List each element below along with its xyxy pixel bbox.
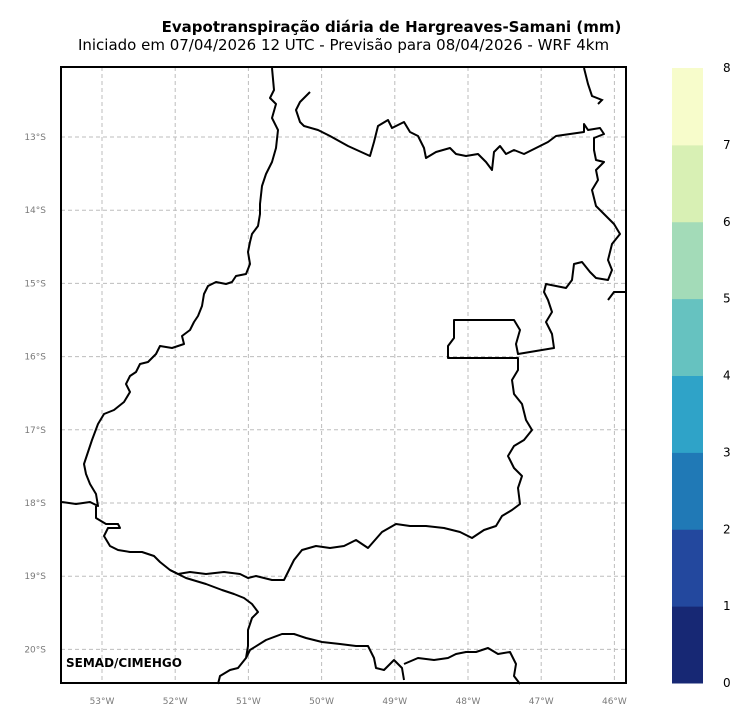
lon-label: 50°W bbox=[309, 697, 334, 707]
state-boundary-goias bbox=[61, 67, 279, 507]
latitude-labels: 13°S 14°S 15°S 16°S 17°S 18°S 19°S 20°S bbox=[24, 133, 46, 655]
colorbar bbox=[672, 68, 703, 684]
colorbar-labels: 0 1 2 3 4 5 6 7 8 bbox=[723, 61, 731, 690]
colorbar-tick-label: 6 bbox=[723, 215, 731, 229]
lat-label: 14°S bbox=[24, 206, 46, 216]
lat-label: 19°S bbox=[24, 572, 46, 582]
chart-title: Evapotranspiração diária de Hargreaves-S… bbox=[161, 18, 622, 36]
credit-label: SEMAD/CIMEHGO bbox=[66, 656, 182, 670]
colorbar-segment bbox=[672, 529, 703, 607]
lat-label: 20°S bbox=[24, 645, 46, 655]
lat-label: 17°S bbox=[24, 426, 46, 436]
state-boundary-east bbox=[583, 67, 626, 301]
colorbar-tick-label: 7 bbox=[723, 138, 731, 152]
lat-label: 15°S bbox=[24, 279, 46, 289]
colorbar-segment bbox=[672, 144, 703, 223]
longitude-labels: 53°W 52°W 51°W 50°W 49°W 48°W 47°W 46°W bbox=[90, 697, 627, 707]
lon-label: 52°W bbox=[163, 697, 188, 707]
state-boundary-south bbox=[169, 569, 521, 685]
chart-subtitle: Iniciado em 07/04/2026 12 UTC - Previsão… bbox=[77, 36, 610, 54]
colorbar-segment bbox=[672, 221, 703, 300]
lat-label: 16°S bbox=[24, 353, 46, 363]
colorbar-segment bbox=[672, 298, 703, 376]
colorbar-tick-label: 5 bbox=[723, 292, 731, 306]
lat-label: 13°S bbox=[24, 133, 46, 143]
colorbar-tick-label: 3 bbox=[723, 445, 731, 459]
colorbar-segment bbox=[672, 68, 703, 146]
colorbar-tick-label: 8 bbox=[723, 61, 731, 75]
graticule bbox=[61, 67, 626, 683]
lon-label: 51°W bbox=[236, 697, 261, 707]
lon-label: 48°W bbox=[456, 697, 481, 707]
colorbar-tick-label: 2 bbox=[723, 522, 731, 536]
state-boundary-goias-north bbox=[95, 91, 621, 581]
colorbar-segment bbox=[672, 606, 703, 684]
colorbar-segment bbox=[672, 452, 703, 530]
map-frame bbox=[60, 66, 627, 684]
colorbar-tick-label: 0 bbox=[723, 676, 731, 690]
lon-label: 47°W bbox=[529, 697, 554, 707]
colorbar-tick-label: 4 bbox=[723, 369, 731, 383]
lat-label: 18°S bbox=[24, 499, 46, 509]
colorbar-segment bbox=[672, 375, 703, 453]
lon-label: 53°W bbox=[90, 697, 115, 707]
lon-label: 46°W bbox=[602, 697, 627, 707]
colorbar-tick-label: 1 bbox=[723, 599, 731, 613]
lon-label: 49°W bbox=[382, 697, 407, 707]
